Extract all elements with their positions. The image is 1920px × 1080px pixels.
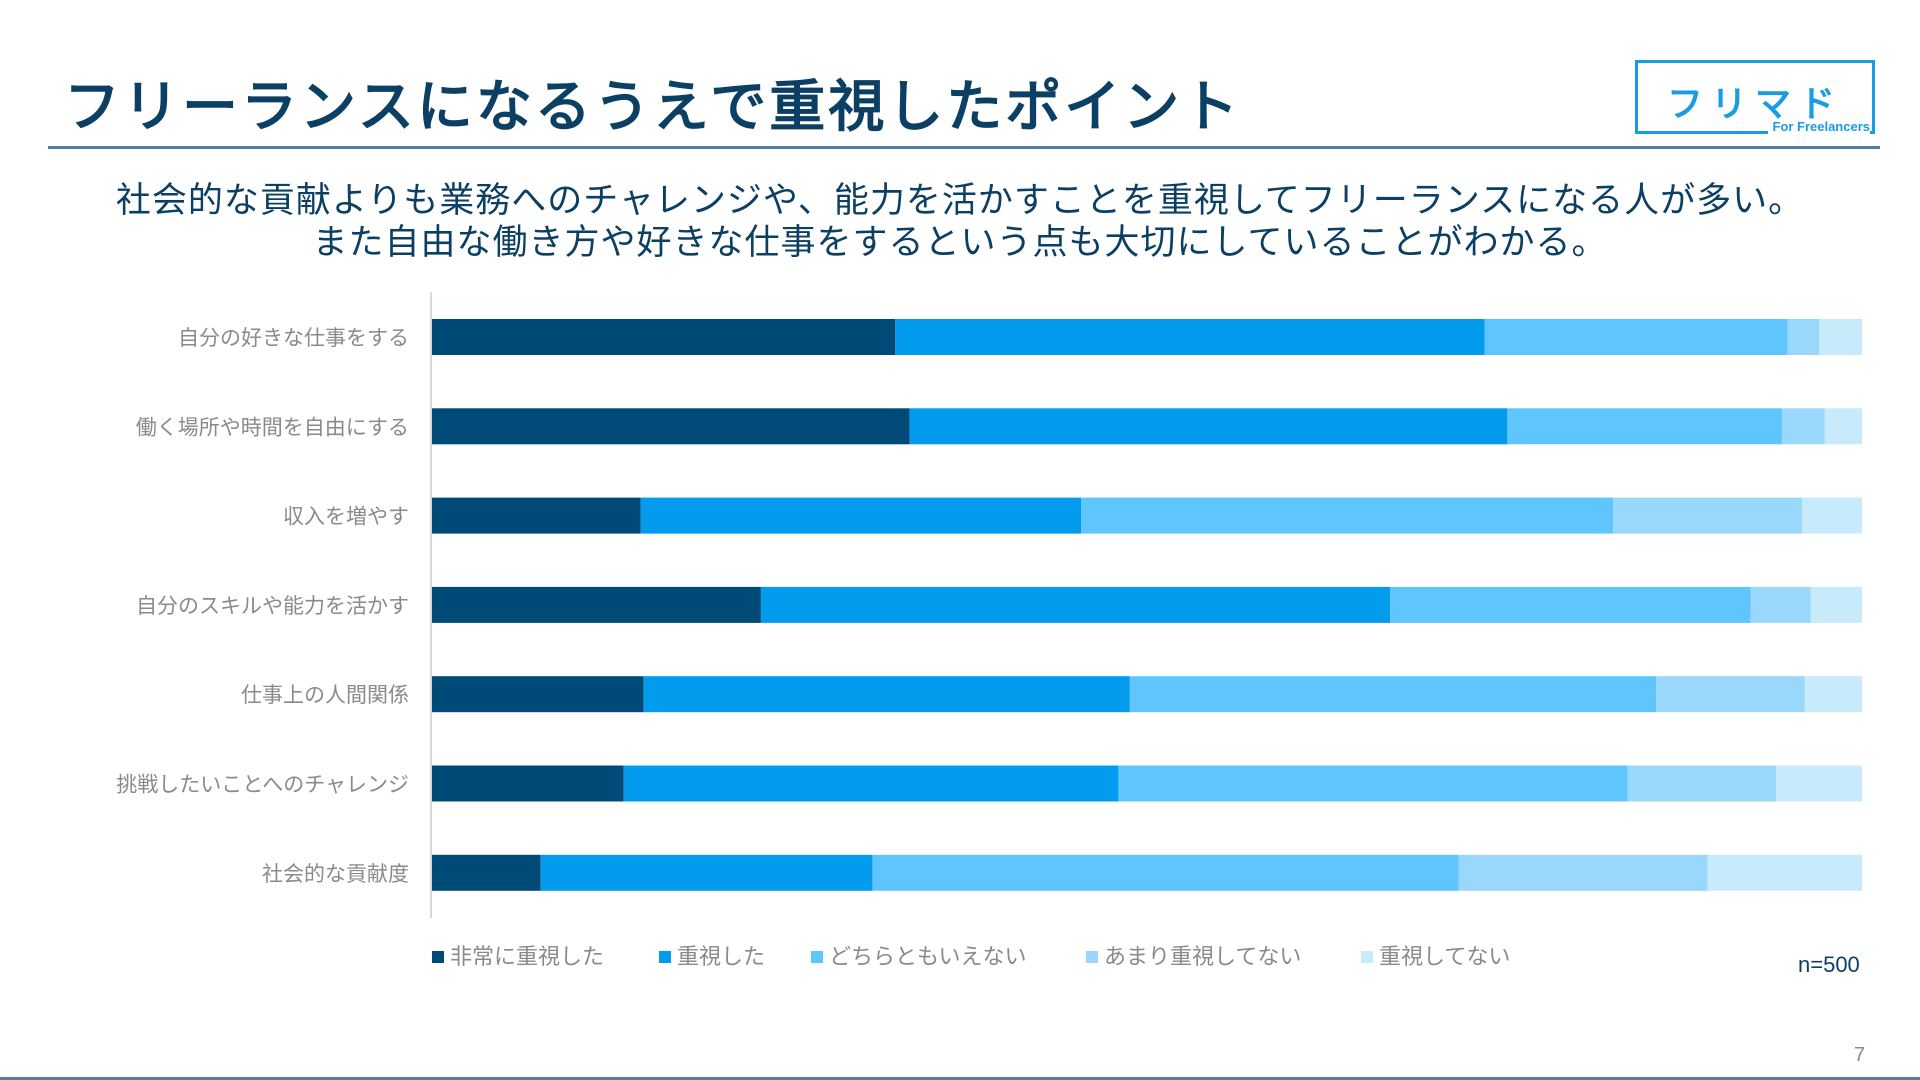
summary-text: 社会的な貢献よりも業務へのチャレンジや、能力を活かすことを重視してフリーランスに… — [0, 180, 1920, 264]
bar-segment — [1129, 676, 1657, 713]
legend-label: あまり重視してない — [1104, 945, 1301, 970]
sample-size-label: n=500 — [1798, 952, 1860, 977]
bar-segment — [1656, 676, 1805, 713]
bar-segment — [432, 765, 624, 802]
category-label: 働く場所や時間を自由にする — [136, 415, 409, 439]
bar-segment — [1787, 319, 1820, 355]
legend-label: 重視した — [677, 945, 765, 970]
summary-line-1: 社会的な貢献よりも業務へのチャレンジや、能力を活かすことを重視してフリーランスに… — [115, 181, 1805, 221]
page-number: 7 — [1854, 1044, 1866, 1066]
bar-segment — [1801, 497, 1862, 534]
legend-label: どちらともいえない — [829, 945, 1027, 970]
bar-segment — [895, 319, 1485, 355]
category-label: 挑戦したいことへのチャレンジ — [116, 773, 409, 797]
category-label: 自分のスキルや能力を活かす — [136, 594, 409, 618]
logo-sub-text: For Freelancers — [1768, 119, 1870, 134]
legend-label: 非常に重視した — [450, 945, 604, 970]
bar-segment — [1810, 586, 1862, 623]
bar-segment — [432, 586, 761, 623]
bar-segment — [909, 408, 1508, 445]
legend-swatch — [432, 951, 444, 963]
bar-segment — [540, 854, 873, 891]
bar-segment — [872, 854, 1459, 891]
bar-segment — [1750, 586, 1811, 623]
summary-line-2: また自由な働き方や好きな仕事をするという点も大切にしていることがわかる。 — [312, 223, 1608, 263]
bar-segment — [432, 497, 641, 534]
legend-swatch — [659, 951, 671, 963]
bar-segment — [760, 586, 1391, 623]
logo-main-text: フリマド — [1666, 84, 1843, 125]
bar-segment — [432, 319, 896, 355]
category-label: 収入を増やす — [283, 505, 409, 529]
bar-segment — [1627, 765, 1777, 802]
bar-segment — [432, 676, 644, 713]
title-divider — [48, 146, 1880, 149]
legend-swatch — [1361, 951, 1373, 963]
bar-segment — [1776, 765, 1862, 802]
bar-segment — [1458, 854, 1708, 891]
bar-segment — [1507, 408, 1782, 445]
brand-logo: フリマド For Freelancers — [1635, 60, 1875, 134]
bar-segment — [1613, 497, 1802, 534]
page-title: フリーランスになるうえで重視したポイント — [64, 75, 1242, 140]
category-label: 社会的な貢献度 — [262, 862, 409, 886]
legend-swatch — [1086, 951, 1098, 963]
bar-segment — [1781, 408, 1825, 445]
bar-segment — [1118, 765, 1628, 802]
category-label: 仕事上の人間関係 — [241, 683, 409, 707]
bar-segment — [1707, 854, 1862, 891]
bar-segment — [1819, 319, 1862, 355]
bar-segment — [623, 765, 1119, 802]
bar-segment — [1804, 676, 1862, 713]
legend-swatch — [811, 951, 823, 963]
bar-segment — [1390, 586, 1751, 623]
bar-segment — [640, 497, 1082, 534]
bar-segment — [432, 408, 910, 445]
bar-segment — [1484, 319, 1788, 355]
category-label: 自分の好きな仕事をする — [178, 326, 409, 350]
bar-segment — [643, 676, 1130, 713]
bottom-divider — [0, 1077, 1920, 1080]
legend-label: 重視してない — [1379, 945, 1510, 970]
bar-segment — [1081, 497, 1614, 534]
bar-segment — [432, 854, 541, 891]
bar-segment — [1824, 408, 1862, 445]
